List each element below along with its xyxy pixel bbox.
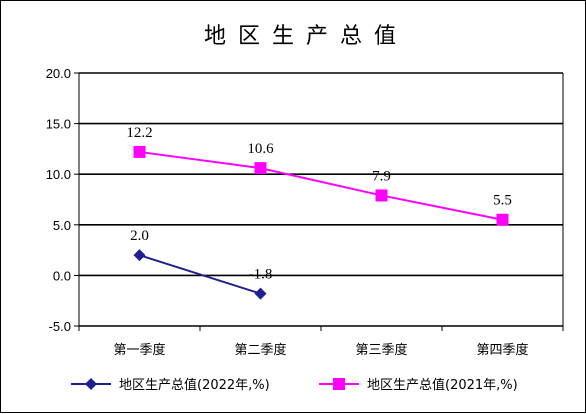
data-label: 10.6 bbox=[247, 141, 274, 157]
series-line bbox=[139, 150, 503, 221]
data-label: 12.2 bbox=[126, 125, 152, 141]
data-point bbox=[254, 287, 267, 300]
data-point bbox=[133, 145, 146, 158]
legend-marker bbox=[85, 378, 97, 390]
data-label: 2.0 bbox=[130, 228, 149, 244]
gridlines bbox=[79, 72, 563, 327]
x-tick-label: 第二季度 bbox=[234, 342, 286, 358]
data-point bbox=[375, 189, 388, 202]
axes: 20.0 15.0 10.0 5.0 0.0 -5.0 第一季度 第二季度 第三季度 第四季度 bbox=[46, 66, 564, 358]
data-point bbox=[254, 162, 267, 175]
y-tick-label: 20.0 bbox=[46, 66, 71, 81]
legend-label: 地区生产总值(2022年,%) bbox=[119, 377, 270, 393]
series-lines bbox=[133, 145, 509, 300]
y-tick-label: 5.0 bbox=[53, 218, 71, 233]
data-point bbox=[496, 213, 509, 226]
x-tick-label: 第四季度 bbox=[476, 342, 528, 358]
data-labels: 2.0 -1.8 12.2 10.6 7.9 5.5 bbox=[126, 125, 512, 283]
y-tick-label: 0.0 bbox=[53, 268, 71, 283]
legend-label: 地区生产总值(2021年,%) bbox=[367, 377, 518, 393]
data-label: 5.5 bbox=[493, 193, 512, 209]
y-tick-label: -5.0 bbox=[49, 319, 71, 334]
legend: 地区生产总值(2022年,%) 地区生产总值(2021年,%) bbox=[71, 377, 518, 393]
legend-marker bbox=[333, 378, 345, 390]
y-tick-label: 15.0 bbox=[46, 117, 71, 132]
data-point bbox=[133, 249, 146, 262]
x-tick-label: 第一季度 bbox=[113, 342, 165, 358]
y-tick-label: 10.0 bbox=[46, 167, 71, 182]
series-line bbox=[139, 254, 261, 295]
x-tick-label: 第三季度 bbox=[355, 342, 407, 358]
data-label: 7.9 bbox=[372, 168, 391, 184]
chart-title: 地区生产总值 bbox=[204, 24, 408, 49]
data-label: -1.8 bbox=[249, 267, 273, 283]
